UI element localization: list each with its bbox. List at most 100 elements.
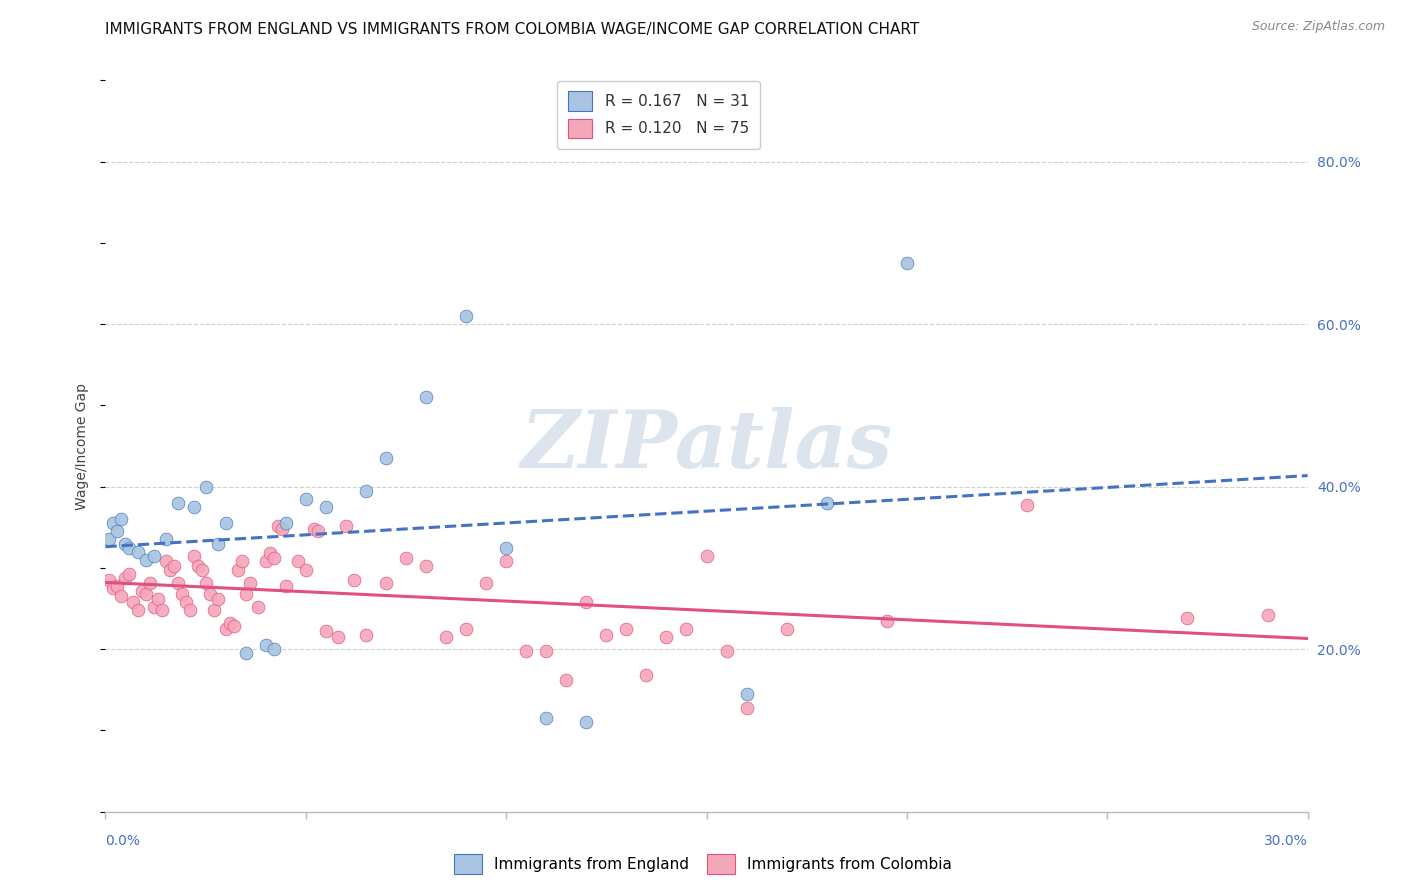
Point — [110, 590, 132, 604]
Point — [202, 603, 225, 617]
Point — [374, 575, 398, 590]
Point — [616, 622, 638, 636]
Point — [876, 614, 898, 628]
Point — [146, 591, 169, 606]
Point — [374, 451, 398, 466]
Point — [207, 591, 229, 606]
Point — [534, 711, 557, 725]
Point — [454, 309, 477, 323]
Point — [246, 599, 269, 614]
Point — [231, 554, 253, 568]
Point — [776, 622, 799, 636]
Point — [815, 496, 838, 510]
Point — [575, 595, 598, 609]
Point — [343, 573, 366, 587]
Legend: R = 0.167   N = 31, R = 0.120   N = 75: R = 0.167 N = 31, R = 0.120 N = 75 — [557, 80, 759, 149]
Point — [415, 559, 437, 574]
Point — [315, 500, 337, 514]
Point — [114, 536, 136, 550]
Point — [302, 522, 325, 536]
Point — [655, 630, 678, 644]
Point — [190, 562, 212, 576]
Point — [274, 516, 297, 531]
Point — [135, 553, 157, 567]
Point — [98, 573, 121, 587]
Point — [166, 496, 188, 510]
Point — [575, 715, 598, 730]
Point — [295, 491, 318, 506]
Point — [159, 562, 181, 576]
Point — [434, 630, 457, 644]
Point — [214, 622, 236, 636]
Point — [1177, 611, 1199, 625]
Point — [239, 575, 262, 590]
Point — [495, 541, 517, 555]
Point — [127, 603, 149, 617]
Point — [107, 524, 129, 539]
Point — [103, 581, 125, 595]
Text: IMMIGRANTS FROM ENGLAND VS IMMIGRANTS FROM COLOMBIA WAGE/INCOME GAP CORRELATION : IMMIGRANTS FROM ENGLAND VS IMMIGRANTS FR… — [105, 22, 920, 37]
Point — [155, 554, 177, 568]
Point — [194, 575, 217, 590]
Point — [896, 256, 918, 270]
Point — [267, 518, 290, 533]
Point — [235, 646, 257, 660]
Point — [454, 622, 477, 636]
Point — [354, 627, 377, 641]
Point — [222, 619, 245, 633]
Point — [218, 616, 240, 631]
Point — [595, 627, 617, 641]
Point — [194, 480, 217, 494]
Point — [114, 571, 136, 585]
Point — [354, 483, 377, 498]
Text: 30.0%: 30.0% — [1264, 834, 1308, 848]
Point — [335, 518, 357, 533]
Point — [155, 533, 177, 547]
Point — [150, 603, 173, 617]
Point — [214, 516, 236, 531]
Point — [98, 533, 121, 547]
Point — [131, 583, 153, 598]
Point — [254, 638, 277, 652]
Point — [162, 559, 184, 574]
Point — [198, 587, 221, 601]
Point — [395, 551, 418, 566]
Point — [138, 575, 160, 590]
Point — [326, 630, 349, 644]
Point — [207, 536, 229, 550]
Point — [735, 700, 758, 714]
Point — [555, 673, 578, 687]
Point — [170, 587, 193, 601]
Point — [259, 546, 281, 560]
Point — [135, 587, 157, 601]
Point — [179, 603, 201, 617]
Point — [142, 549, 165, 563]
Point — [534, 644, 557, 658]
Point — [142, 599, 165, 614]
Point — [415, 390, 437, 404]
Point — [675, 622, 697, 636]
Point — [495, 554, 517, 568]
Point — [716, 644, 738, 658]
Text: Source: ZipAtlas.com: Source: ZipAtlas.com — [1251, 20, 1385, 33]
Point — [174, 595, 197, 609]
Point — [307, 524, 329, 539]
Point — [295, 562, 318, 576]
Point — [315, 624, 337, 639]
Point — [475, 575, 498, 590]
Point — [127, 544, 149, 558]
Point — [636, 668, 658, 682]
Point — [696, 549, 718, 563]
Point — [183, 500, 205, 514]
Point — [515, 644, 537, 658]
Point — [118, 541, 141, 555]
Point — [263, 551, 285, 566]
Y-axis label: Wage/Income Gap: Wage/Income Gap — [76, 383, 90, 509]
Point — [122, 595, 145, 609]
Point — [735, 687, 758, 701]
Legend: Immigrants from England, Immigrants from Colombia: Immigrants from England, Immigrants from… — [449, 848, 957, 880]
Point — [274, 579, 297, 593]
Point — [110, 512, 132, 526]
Point — [226, 562, 249, 576]
Point — [1017, 498, 1039, 512]
